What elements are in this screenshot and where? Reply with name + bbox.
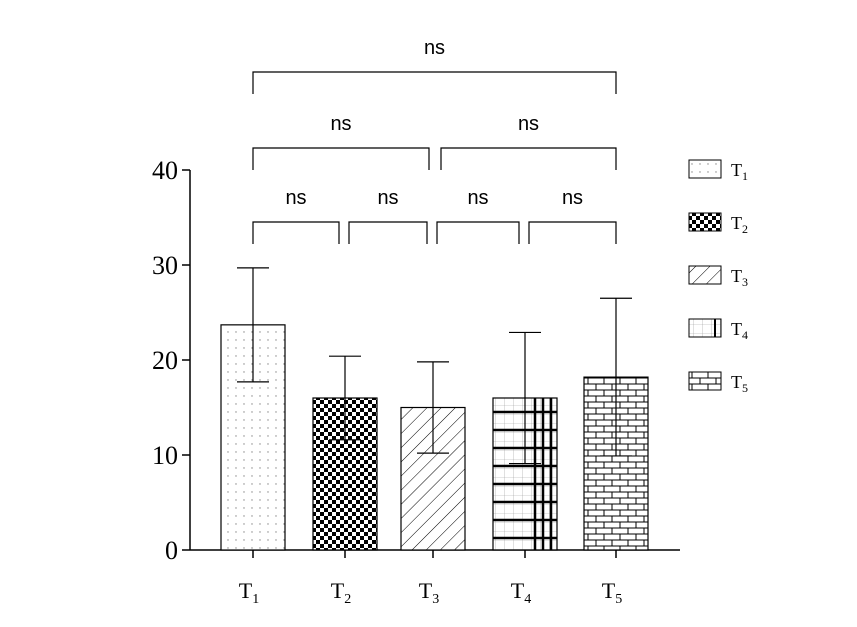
significance-bracket (252, 221, 340, 244)
significance-label: ns (424, 37, 445, 59)
significance-label: ns (285, 187, 306, 209)
legend-label: T1 (731, 160, 748, 183)
x-tick-label: T2 (331, 578, 351, 607)
x-tick-label: T4 (511, 578, 531, 607)
legend-label: T3 (731, 266, 748, 289)
legend-swatch (688, 212, 722, 232)
significance-bracket (436, 221, 520, 244)
x-tick-label: T5 (602, 578, 622, 607)
legend-swatch (688, 265, 722, 285)
x-tick-label: T1 (239, 578, 259, 607)
legend-swatch (688, 318, 722, 338)
legend-label: T4 (731, 319, 748, 342)
legend-swatch (688, 159, 722, 179)
y-tick-label: 30 (152, 251, 178, 280)
y-tick-label: 20 (152, 346, 178, 375)
significance-bracket (528, 221, 617, 244)
y-tick-label: 0 (165, 536, 178, 565)
significance-bracket (348, 221, 428, 244)
y-tick-label: 10 (152, 441, 178, 470)
significance-label: ns (562, 187, 583, 209)
legend-label: T5 (731, 372, 748, 395)
legend-swatch (688, 371, 722, 391)
significance-label: ns (518, 113, 539, 135)
significance-bracket (440, 147, 617, 170)
legend-label: T2 (731, 213, 748, 236)
x-tick-label: T3 (419, 578, 439, 607)
significance-bracket (252, 71, 617, 94)
y-tick-label: 40 (152, 156, 178, 185)
significance-label: ns (377, 187, 398, 209)
significance-label: ns (330, 113, 351, 135)
significance-label: ns (467, 187, 488, 209)
significance-bracket (252, 147, 430, 170)
